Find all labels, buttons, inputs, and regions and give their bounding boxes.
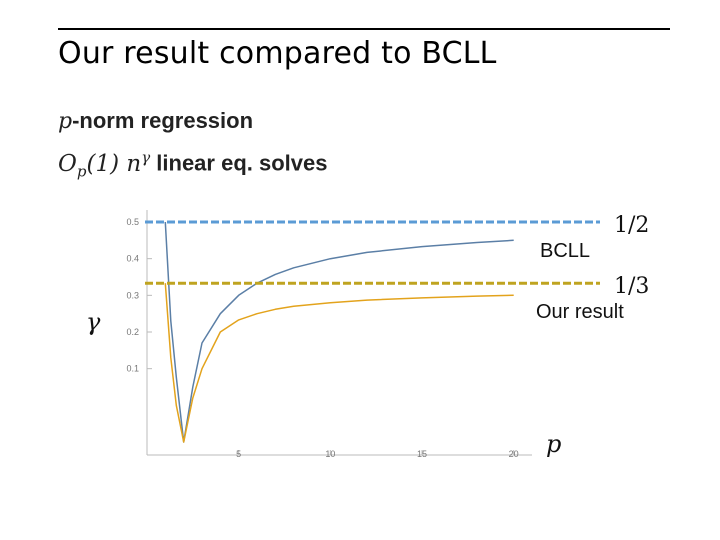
series-line-1 — [164, 283, 514, 443]
subtitle-math: Op(1) nγ — [58, 148, 151, 181]
reference-value-label: 1/3 — [614, 274, 649, 299]
x-tick-label: 20 — [509, 449, 519, 459]
curve-label-0: BCLL — [540, 240, 590, 262]
y-axis-label: γ — [86, 308, 101, 336]
y-tick-label: 0.3 — [126, 290, 139, 300]
subtitle-solves: Op(1) nγ linear eq. solves — [58, 148, 327, 180]
title-rule — [58, 28, 670, 30]
subtitle-solves-text: linear eq. solves — [156, 150, 328, 176]
x-tick-label: 5 — [236, 449, 241, 459]
x-tick-label: 10 — [325, 449, 335, 459]
curve-label-1: Our result — [536, 301, 624, 323]
y-tick-label: 0.4 — [126, 254, 139, 264]
subtitle-p-symbol: p — [58, 109, 73, 134]
y-tick-label: 0.1 — [126, 364, 139, 374]
slide-title: Our result compared to BCLL — [58, 36, 497, 71]
y-tick-label: 0.2 — [126, 327, 139, 337]
reference-value-label: 1/2 — [614, 213, 649, 238]
x-axis-label: p — [546, 430, 561, 458]
subtitle-pnorm-text: -norm regression — [72, 108, 254, 133]
x-tick-label: 15 — [417, 449, 427, 459]
subtitle-pnorm: p-norm regression — [58, 108, 253, 134]
series-line-0 — [164, 221, 514, 443]
y-tick-label: 0.5 — [126, 217, 139, 227]
